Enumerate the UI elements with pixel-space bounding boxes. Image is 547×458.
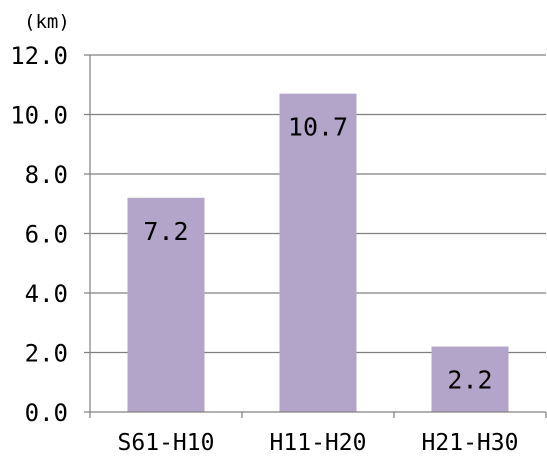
- y-tick-label: 10.0: [10, 102, 68, 130]
- bars: [127, 93, 509, 413]
- x-tick-label: S61-H10: [118, 430, 215, 456]
- y-tick-label: 4.0: [25, 280, 68, 308]
- x-tick-label: H21-H30: [422, 430, 519, 456]
- bar: [127, 197, 205, 412]
- y-tick-label: 2.0: [25, 340, 68, 368]
- axes: [84, 54, 547, 418]
- bar: [279, 93, 357, 413]
- x-tick-label: H11-H20: [270, 430, 367, 456]
- data-label: 2.2: [447, 366, 492, 395]
- bar: [431, 346, 509, 412]
- y-tick-label: 6.0: [25, 221, 68, 249]
- y-tick-label: 12.0: [10, 42, 68, 70]
- y-axis-unit-label: (km): [24, 11, 70, 33]
- data-label: 10.7: [288, 113, 348, 142]
- data-label: 7.2: [143, 217, 188, 246]
- labels: 0.0 2.0 4.0 6.0 8.0 10.0 12.0 S61-H10 7.2 H11-H20…: [10, 42, 518, 456]
- y-tick-label: 8.0: [25, 161, 68, 189]
- y-tick-label: 0.0: [25, 399, 68, 427]
